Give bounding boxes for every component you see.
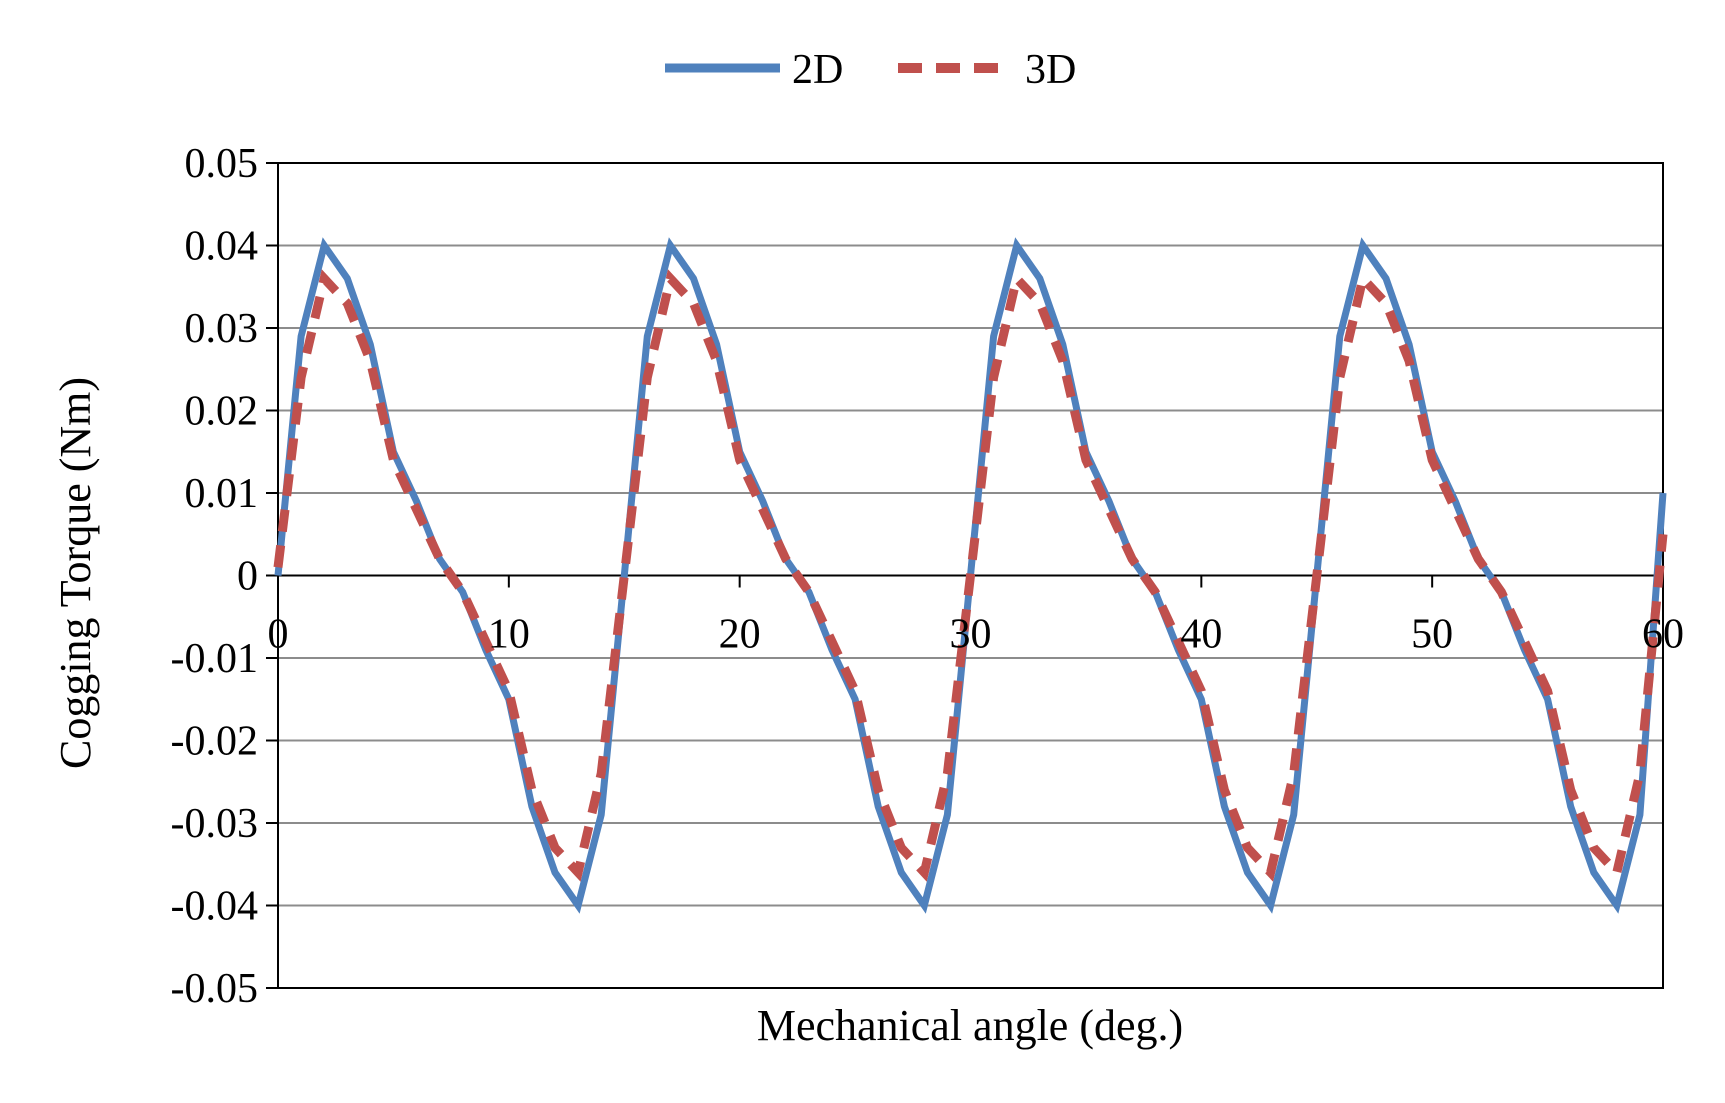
y-axis-title: Cogging Torque (Nm)	[51, 377, 100, 769]
y-tick-label: -0.03	[171, 801, 259, 847]
x-tick-label: 0	[268, 612, 289, 658]
y-tick-label: -0.04	[171, 884, 259, 930]
x-tick-label: 10	[488, 612, 530, 658]
x-tick-label: 20	[719, 612, 761, 658]
x-tick-label: 40	[1180, 612, 1222, 658]
x-tick-label: 50	[1411, 612, 1453, 658]
y-tick-label: 0.02	[185, 389, 259, 435]
axis-layer	[266, 162, 1664, 989]
legend-label-3d: 3D	[1025, 47, 1076, 93]
y-tick-label: 0.01	[185, 471, 259, 517]
legend-label-2d: 2D	[792, 47, 843, 93]
series-line-3d	[273, 269, 1668, 882]
y-tick-label: 0.04	[185, 224, 259, 270]
x-axis-title: Mechanical angle (deg.)	[757, 1001, 1183, 1050]
y-tick-label: -0.05	[171, 966, 259, 1012]
y-tick-label: 0.05	[185, 141, 259, 187]
series-layer	[273, 237, 1668, 914]
x-tick-label: 30	[950, 612, 992, 658]
y-tick-label: -0.01	[171, 636, 259, 682]
tick-label-layer: 0.050.040.030.020.010-0.01-0.02-0.03-0.0…	[171, 141, 1685, 1012]
y-tick-label: 0	[237, 554, 258, 600]
y-tick-label: 0.03	[185, 306, 259, 352]
x-tick-label: 60	[1642, 612, 1684, 658]
y-tick-label: -0.02	[171, 719, 259, 765]
legend: 2D 3D	[665, 47, 1076, 93]
